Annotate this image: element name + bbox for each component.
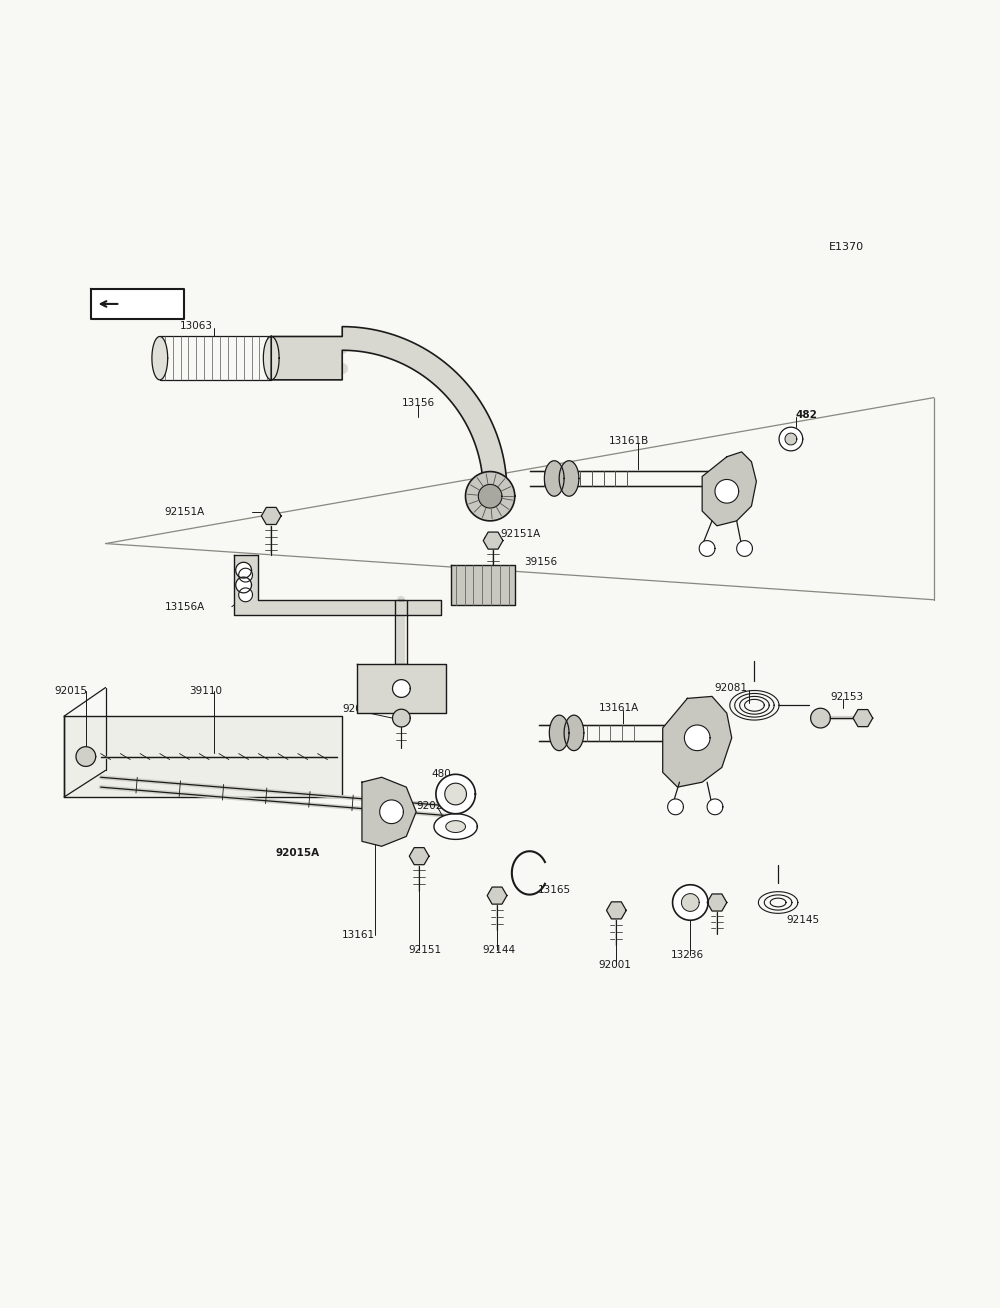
Text: E1370: E1370 — [828, 242, 864, 251]
Text: 13161B: 13161B — [608, 436, 649, 446]
Text: 13156: 13156 — [401, 398, 435, 408]
Polygon shape — [393, 680, 410, 697]
Polygon shape — [684, 725, 710, 751]
Text: 92151: 92151 — [408, 944, 441, 955]
Text: 92145: 92145 — [786, 916, 819, 925]
Text: 92144: 92144 — [482, 944, 515, 955]
Polygon shape — [446, 820, 465, 832]
Polygon shape — [715, 480, 739, 504]
Polygon shape — [737, 540, 752, 556]
Polygon shape — [380, 800, 403, 824]
Polygon shape — [487, 887, 507, 904]
Polygon shape — [544, 460, 564, 496]
Text: 92151A: 92151A — [500, 528, 540, 539]
Polygon shape — [436, 774, 475, 814]
Text: 39110: 39110 — [189, 687, 222, 696]
Text: 13165: 13165 — [537, 884, 571, 895]
Polygon shape — [152, 336, 168, 379]
Polygon shape — [64, 715, 342, 797]
Text: 92009: 92009 — [342, 704, 375, 714]
Text: 92022: 92022 — [416, 800, 449, 811]
Polygon shape — [271, 327, 507, 492]
Text: 13063: 13063 — [180, 320, 213, 331]
Text: 92151A: 92151A — [165, 508, 205, 517]
Polygon shape — [779, 428, 803, 451]
Polygon shape — [239, 568, 252, 582]
Text: 92001: 92001 — [599, 960, 631, 969]
Text: 92081: 92081 — [714, 683, 747, 692]
Polygon shape — [357, 664, 446, 713]
Polygon shape — [663, 696, 732, 787]
Polygon shape — [483, 532, 503, 549]
Polygon shape — [549, 715, 569, 751]
Polygon shape — [362, 777, 416, 846]
Polygon shape — [606, 901, 626, 920]
Polygon shape — [263, 336, 279, 379]
Text: 39156: 39156 — [525, 557, 558, 568]
Text: 480: 480 — [431, 769, 451, 780]
Polygon shape — [707, 893, 727, 912]
Polygon shape — [261, 508, 281, 525]
Text: 13156A: 13156A — [165, 602, 205, 612]
Polygon shape — [234, 556, 441, 615]
Polygon shape — [466, 472, 515, 521]
Polygon shape — [699, 540, 715, 556]
Polygon shape — [478, 484, 502, 508]
Polygon shape — [785, 433, 797, 445]
Polygon shape — [76, 747, 96, 766]
Polygon shape — [559, 460, 579, 496]
Polygon shape — [707, 799, 723, 815]
Text: 13161: 13161 — [342, 930, 375, 940]
Text: 92153: 92153 — [830, 692, 863, 702]
Polygon shape — [681, 893, 699, 912]
Polygon shape — [409, 848, 429, 865]
Text: 482: 482 — [796, 411, 818, 420]
Text: 13236: 13236 — [671, 950, 704, 960]
Text: 92015: 92015 — [54, 687, 87, 696]
Polygon shape — [564, 715, 584, 751]
Polygon shape — [239, 587, 252, 602]
Polygon shape — [236, 577, 252, 593]
Polygon shape — [853, 709, 873, 727]
Polygon shape — [668, 799, 683, 815]
Polygon shape — [702, 451, 756, 526]
Polygon shape — [673, 884, 708, 921]
Polygon shape — [236, 562, 252, 578]
Text: FRONT: FRONT — [123, 300, 163, 309]
Polygon shape — [811, 708, 830, 729]
Polygon shape — [445, 783, 466, 804]
Polygon shape — [91, 289, 184, 319]
Polygon shape — [451, 565, 515, 604]
Polygon shape — [393, 709, 410, 727]
Text: 13161A: 13161A — [599, 704, 639, 713]
Polygon shape — [434, 814, 477, 840]
Text: 92015A: 92015A — [275, 848, 319, 858]
